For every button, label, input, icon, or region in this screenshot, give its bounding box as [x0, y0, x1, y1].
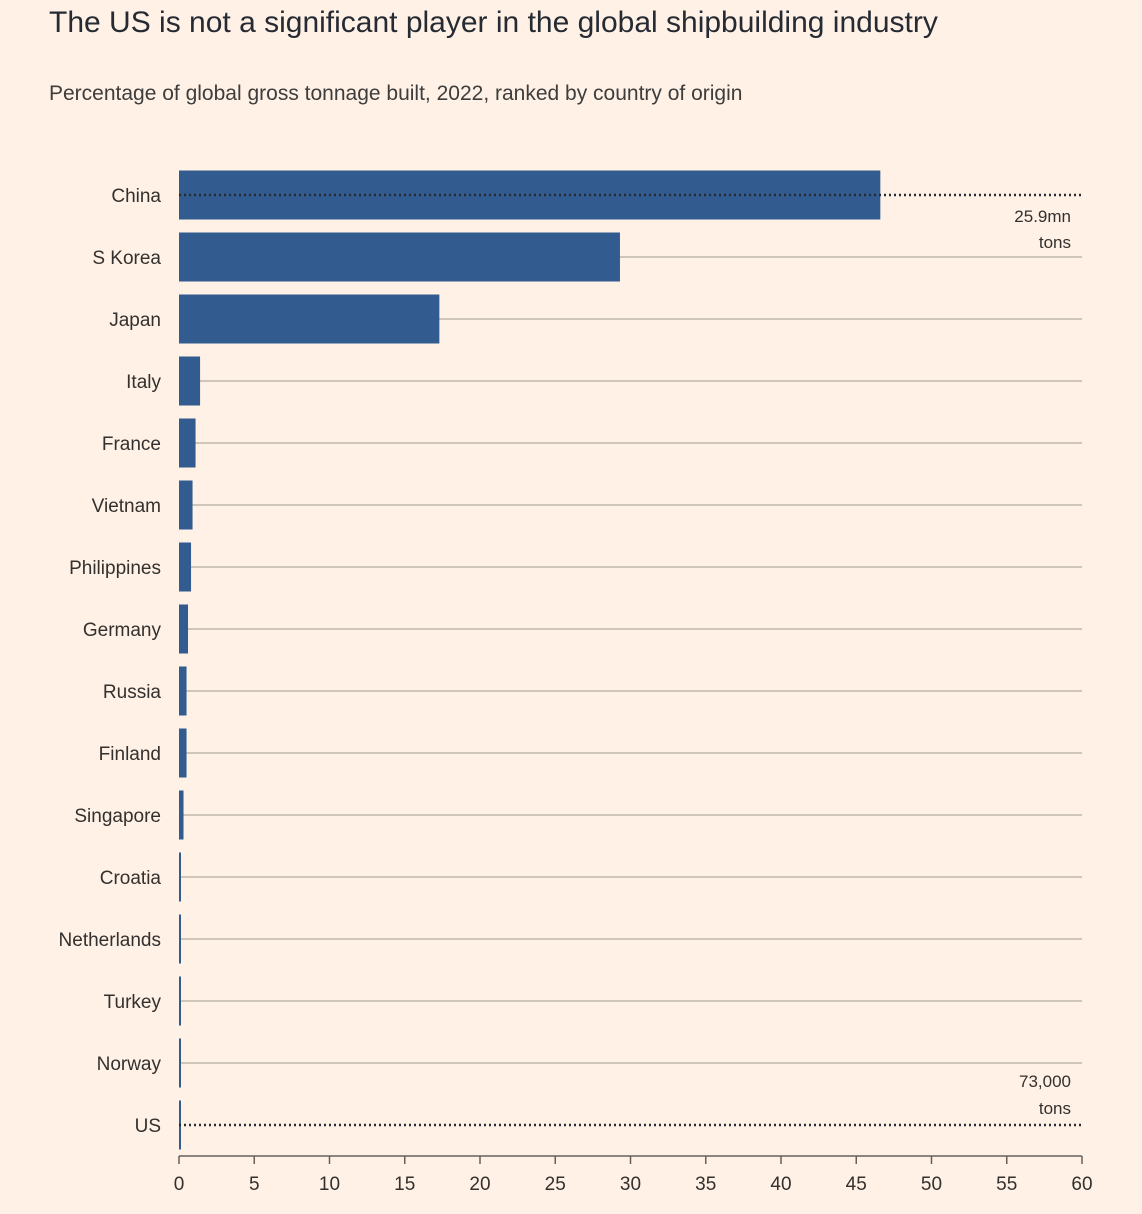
- x-tick-label: 50: [921, 1174, 942, 1195]
- category-label: Norway: [97, 1054, 162, 1075]
- category-label: Finland: [99, 744, 161, 765]
- x-tick-label: 30: [620, 1174, 641, 1195]
- annotation-unit: tons: [1039, 233, 1071, 252]
- bar-norway: [179, 1038, 181, 1088]
- annotations: 25.9mn tons 73,000 tons: [179, 193, 1082, 1127]
- annotation-value: 73,000: [1019, 1072, 1071, 1091]
- category-label: Croatia: [100, 868, 162, 889]
- chart-subtitle: Percentage of global gross tonnage built…: [49, 82, 743, 105]
- bar-italy: [179, 356, 201, 406]
- x-tick-label: 60: [1071, 1174, 1092, 1195]
- gridlines: [179, 256, 1082, 1064]
- x-tick-label: 0: [174, 1174, 185, 1195]
- category-label: Italy: [126, 372, 161, 393]
- category-label: S Korea: [92, 248, 161, 269]
- x-tick-label: 20: [469, 1174, 490, 1195]
- chart-title: The US is not a significant player in th…: [49, 6, 938, 39]
- category-label: Germany: [83, 620, 162, 641]
- x-tick-label: 35: [695, 1174, 716, 1195]
- category-label: Russia: [103, 682, 162, 703]
- category-label: Philippines: [69, 558, 161, 579]
- category-labels: China S Korea Japan Italy France Vietnam Phili…: [59, 186, 162, 1137]
- category-label: Netherlands: [59, 930, 161, 951]
- bar-vietnam: [179, 480, 193, 530]
- category-label: US: [135, 1116, 161, 1137]
- x-tick-label: 25: [545, 1174, 566, 1195]
- bar-japan: [179, 294, 440, 344]
- category-label: Singapore: [74, 806, 161, 827]
- category-label: France: [102, 434, 161, 455]
- bar-finland: [179, 728, 187, 778]
- category-label: China: [111, 186, 161, 207]
- bar-france: [179, 418, 196, 468]
- annotation-unit: tons: [1039, 1099, 1071, 1118]
- bar-s-korea: [179, 232, 620, 282]
- bars: [179, 170, 881, 1150]
- bar-croatia: [179, 852, 181, 902]
- x-tick-label: 40: [770, 1174, 791, 1195]
- x-axis: 0 5 10 15 20 25 30 35 40 45 50 55 60: [174, 1155, 1093, 1195]
- bar-turkey: [179, 976, 181, 1026]
- x-tick-label: 45: [846, 1174, 867, 1195]
- category-label: Turkey: [104, 992, 162, 1013]
- bar-germany: [179, 604, 189, 654]
- bar-netherlands: [179, 914, 181, 964]
- category-label: Japan: [109, 310, 161, 331]
- x-tick-label: 15: [394, 1174, 415, 1195]
- category-label: Vietnam: [92, 496, 161, 517]
- x-tick-label: 5: [249, 1174, 260, 1195]
- annotation-value: 25.9mn: [1014, 207, 1071, 226]
- bar-philippines: [179, 542, 192, 592]
- x-tick-label: 10: [319, 1174, 340, 1195]
- bar-singapore: [179, 790, 184, 840]
- bar-russia: [179, 666, 187, 716]
- x-tick-label: 55: [996, 1174, 1017, 1195]
